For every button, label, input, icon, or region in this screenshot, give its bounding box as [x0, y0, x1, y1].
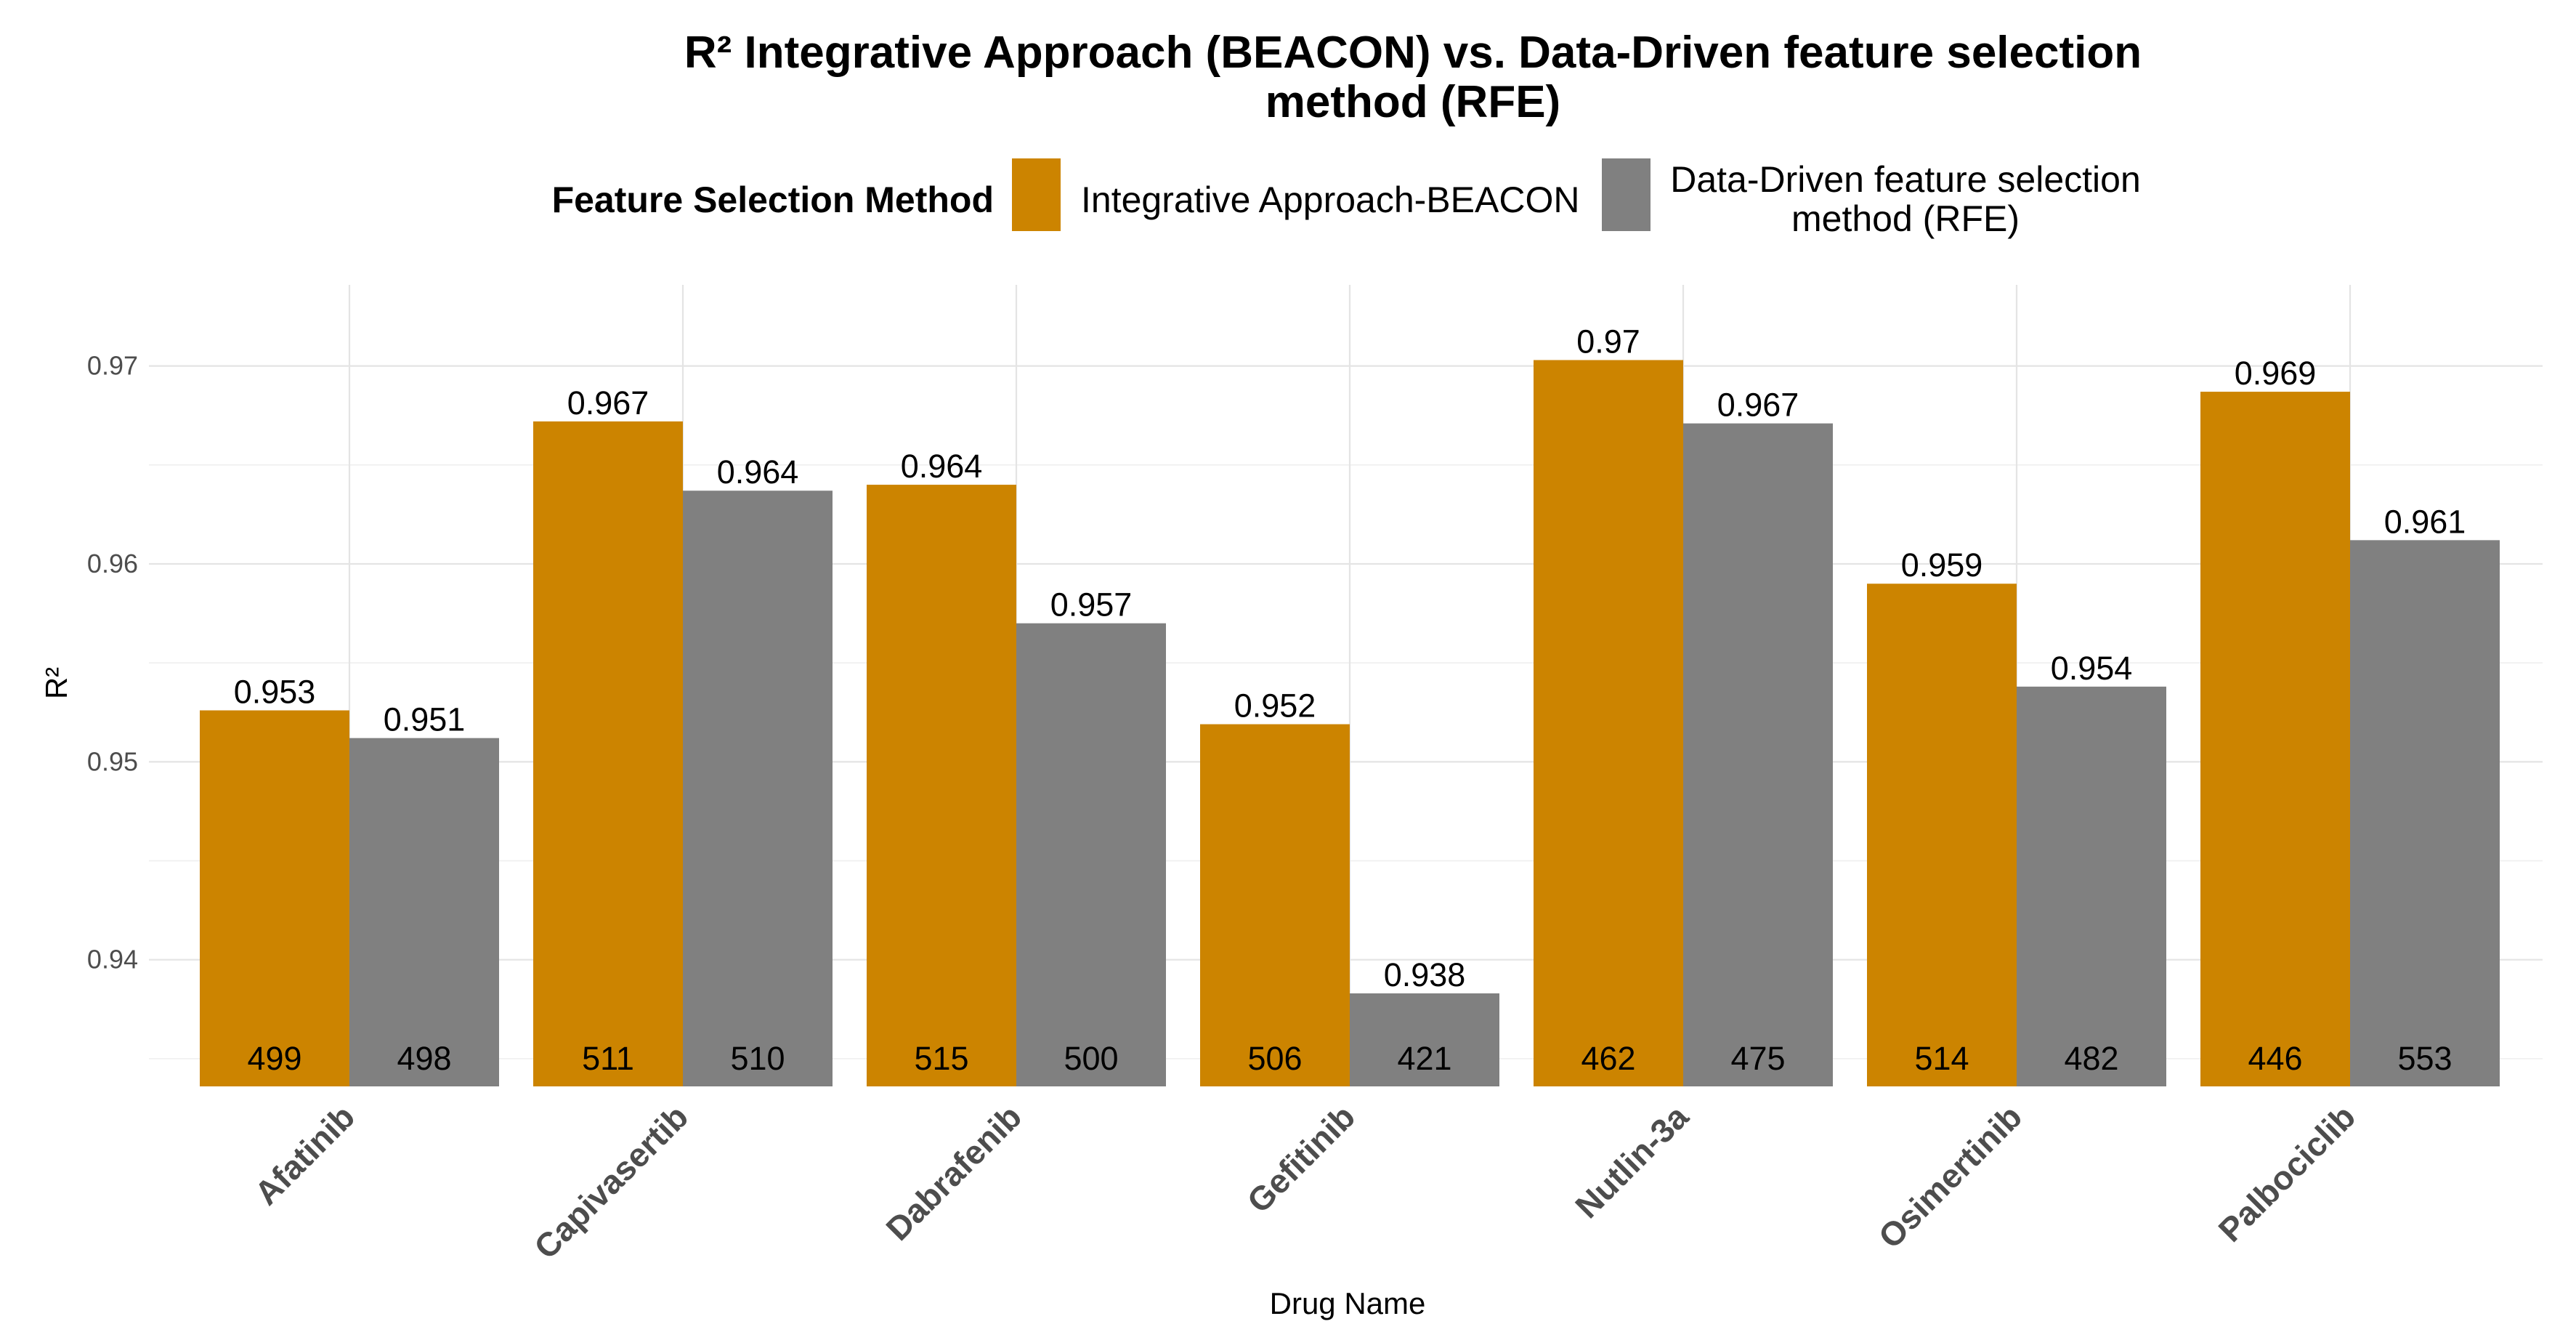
y-axis-ticks: 0.94 0.95 0.96 0.97: [87, 351, 138, 974]
y-tick-label: 0.96: [87, 549, 138, 578]
bar-rfe-capivasertib: [683, 491, 833, 1086]
count-label: 446: [2248, 1040, 2302, 1077]
bar-rfe-gefitinib: [1350, 993, 1499, 1086]
bar-rfe-palbociclib: [2350, 540, 2500, 1086]
bar-rfe-osimertinib: [2017, 686, 2166, 1086]
x-axis-label: Drug Name: [1270, 1286, 1426, 1320]
bar-rfe-afatinib: [349, 738, 499, 1086]
value-label: 0.959: [1901, 546, 1983, 584]
chart-title-line-1: R² Integrative Approach (BEACON) vs. Dat…: [684, 28, 2142, 78]
y-tick-label: 0.95: [87, 746, 138, 776]
count-label: 498: [397, 1040, 451, 1077]
bar-beacon-capivasertib: [533, 421, 683, 1086]
count-label: 511: [582, 1040, 634, 1077]
legend: Feature Selection Method Integrative App…: [552, 158, 2141, 239]
value-label: 0.97: [1576, 323, 1640, 360]
legend-label-rfe-line-2: method (RFE): [1791, 198, 2020, 239]
count-label: 421: [1397, 1040, 1451, 1077]
count-label: 499: [247, 1040, 301, 1077]
value-label: 0.957: [1050, 586, 1133, 623]
count-label: 553: [2397, 1040, 2452, 1077]
value-label: 0.953: [234, 674, 316, 711]
bar-beacon-osimertinib: [1867, 584, 2017, 1086]
legend-swatch-rfe: [1602, 158, 1650, 231]
count-labels: 499 498 511 510 515 500 506 421 462 475 514 482 446 5…: [247, 1040, 2452, 1077]
value-label: 0.961: [2384, 503, 2466, 540]
value-label: 0.964: [901, 448, 983, 485]
y-axis-label: R²: [39, 667, 73, 699]
count-label: 462: [1581, 1040, 1635, 1077]
value-label: 0.967: [567, 384, 649, 421]
bar-rfe-nutlin-3a: [1683, 423, 1833, 1086]
bar-beacon-dabrafenib: [867, 485, 1016, 1086]
value-label: 0.952: [1234, 687, 1316, 725]
count-label: 515: [914, 1040, 968, 1077]
count-label: 510: [730, 1040, 785, 1077]
bar-beacon-nutlin-3a: [1534, 360, 1683, 1087]
value-label: 0.969: [2235, 355, 2317, 392]
legend-title: Feature Selection Method: [552, 179, 994, 220]
value-label: 0.964: [717, 453, 799, 491]
legend-swatch-beacon: [1012, 158, 1061, 231]
value-label: 0.954: [2051, 650, 2133, 687]
bars: [200, 360, 2500, 1087]
count-label: 500: [1064, 1040, 1118, 1077]
legend-label-beacon: Integrative Approach-BEACON: [1081, 179, 1579, 220]
value-label: 0.967: [1717, 387, 1799, 424]
bar-rfe-dabrafenib: [1016, 623, 1166, 1086]
count-label: 506: [1247, 1040, 1302, 1077]
bar-beacon-gefitinib: [1200, 724, 1350, 1086]
count-label: 514: [1914, 1040, 1969, 1077]
y-tick-label: 0.97: [87, 351, 138, 381]
count-label: 482: [2064, 1040, 2118, 1077]
value-labels: 0.953 0.951 0.967 0.964 0.964 0.957 0.952 0.938…: [234, 323, 2466, 993]
y-tick-label: 0.94: [87, 945, 138, 974]
count-label: 475: [1730, 1040, 1785, 1077]
chart-title-line-2: method (RFE): [1265, 77, 1560, 127]
value-label: 0.951: [384, 701, 466, 738]
value-label: 0.938: [1384, 956, 1466, 993]
bar-beacon-afatinib: [200, 710, 349, 1086]
legend-label-rfe-line-1: Data-Driven feature selection: [1670, 159, 2141, 200]
bar-beacon-palbociclib: [2200, 392, 2350, 1086]
